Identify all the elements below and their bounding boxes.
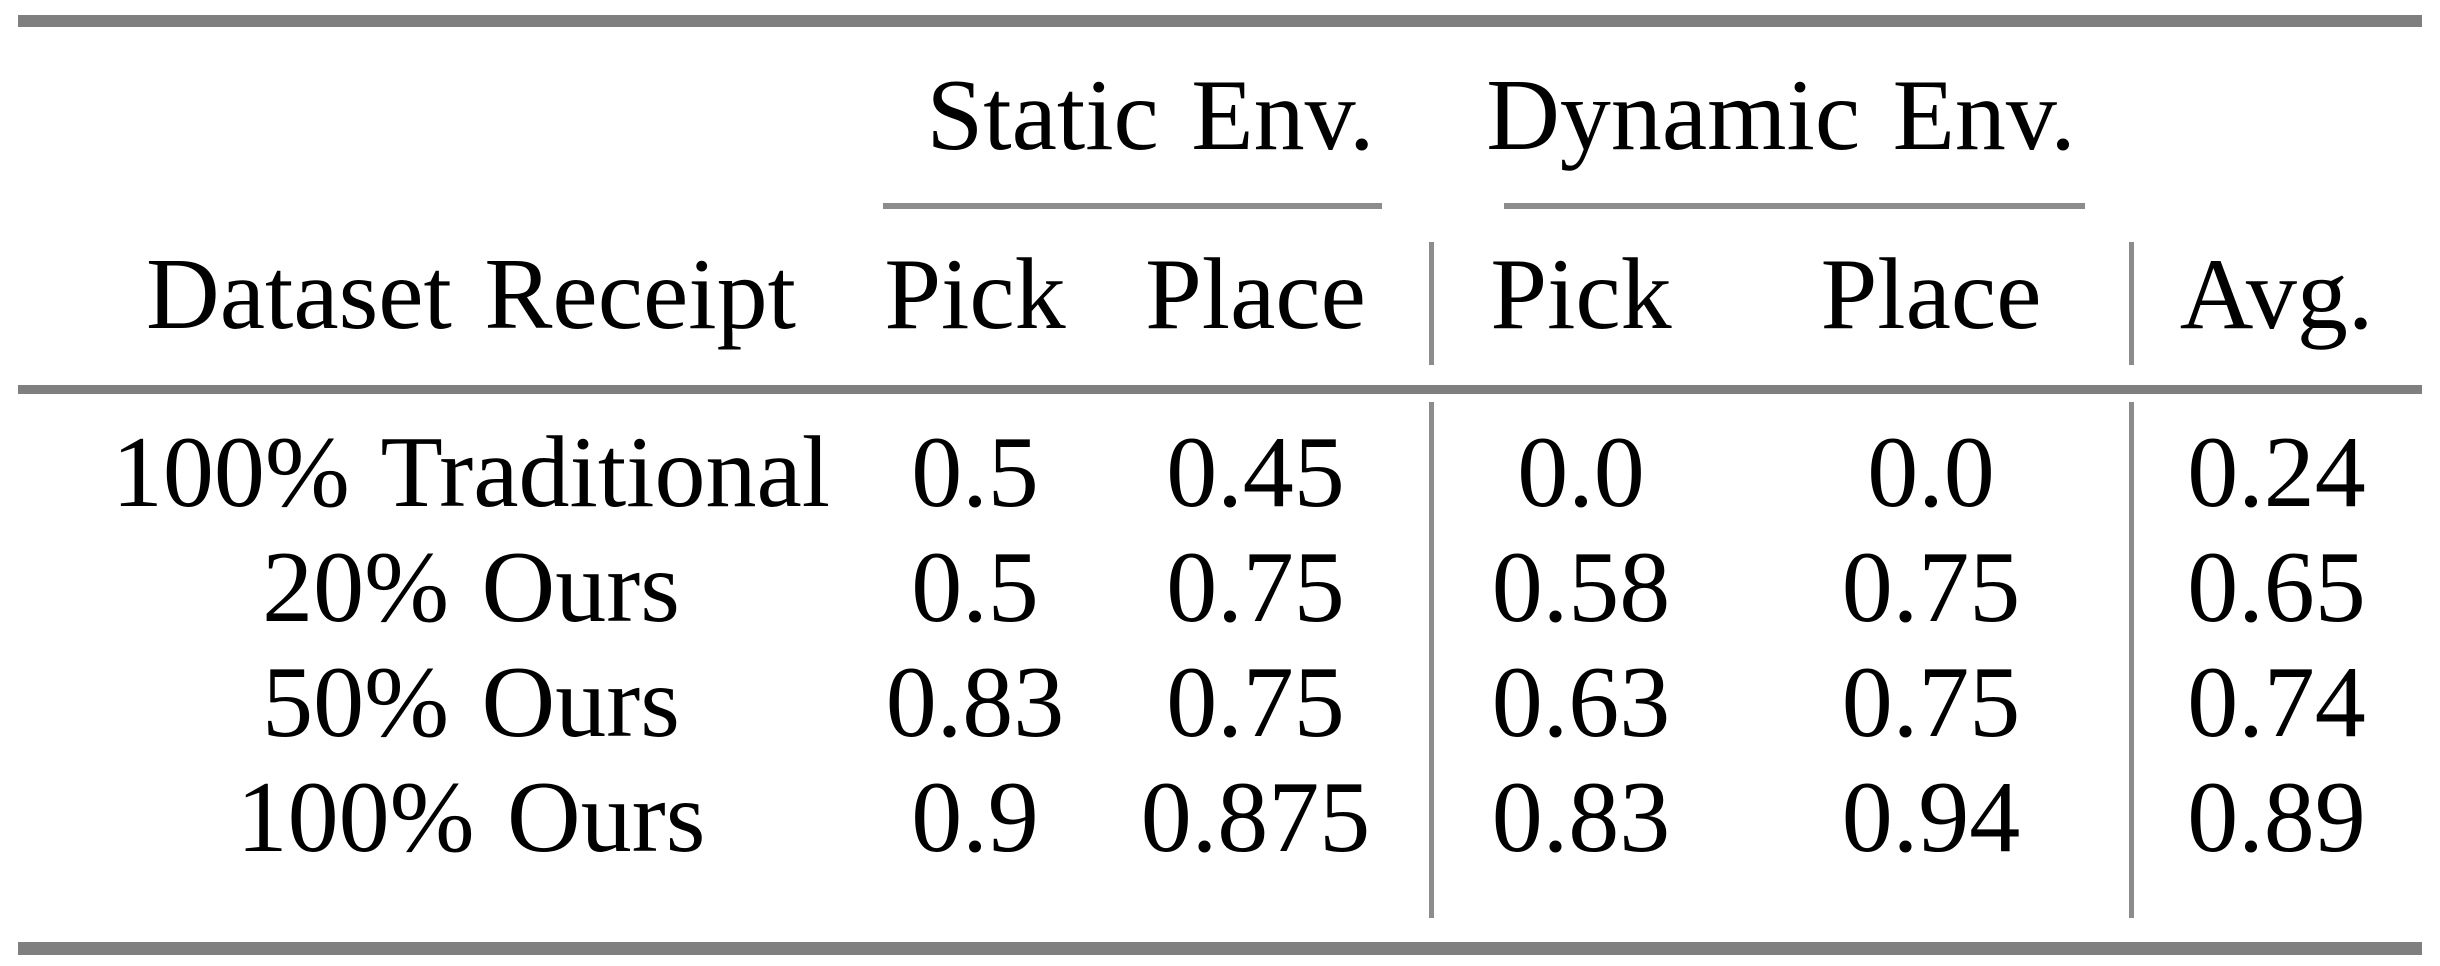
cell-dynamic-pick: 0.0: [1517, 415, 1645, 529]
vertical-rule-static-dynamic-header: [1429, 242, 1434, 365]
cell-static-place: 0.45: [1166, 415, 1345, 529]
row-label: 50% Ours: [262, 645, 680, 759]
cell-static-pick: 0.9: [911, 760, 1039, 874]
col-header-dynamic-pick: Pick: [1490, 238, 1672, 351]
col-header-static-place: Place: [1145, 238, 1366, 351]
table-row: 100% Traditional 0.5 0.45 0.0 0.0 0.24: [18, 415, 2422, 530]
vertical-rule-static-dynamic-body: [1429, 402, 1434, 918]
col-header-avg: Avg.: [2179, 238, 2374, 351]
cell-static-place: 0.75: [1166, 645, 1345, 759]
table-row: 100% Ours 0.9 0.875 0.83 0.94 0.89: [18, 760, 2422, 875]
table-row: 50% Ours 0.83 0.75 0.63 0.75 0.74: [18, 645, 2422, 760]
cell-static-pick: 0.5: [911, 415, 1039, 529]
cell-avg: 0.89: [2187, 760, 2366, 874]
cell-static-pick: 0.5: [911, 530, 1039, 644]
cell-static-place: 0.75: [1166, 530, 1345, 644]
row-label: 100% Ours: [236, 760, 706, 874]
cell-avg: 0.65: [2187, 530, 2366, 644]
dynamic-env-cmidrule: [1504, 203, 2085, 209]
static-env-cmidrule: [883, 203, 1382, 209]
cell-dynamic-place: 0.75: [1841, 530, 2021, 644]
cell-static-place: 0.875: [1140, 760, 1371, 874]
col-header-dataset-receipt: Dataset Receipt: [146, 238, 796, 351]
cell-avg: 0.24: [2187, 415, 2366, 529]
row-label: 20% Ours: [262, 530, 680, 644]
top-rule: [18, 15, 2422, 27]
cell-dynamic-pick: 0.63: [1491, 645, 1671, 759]
spacer-row: [18, 385, 2422, 415]
cell-dynamic-pick: 0.83: [1491, 760, 1671, 874]
cell-dynamic-place: 0.0: [1867, 415, 1995, 529]
bottom-rule: [18, 942, 2422, 955]
col-header-static-pick: Pick: [884, 238, 1066, 351]
column-header-row: Dataset Receipt Pick Place Pick Place Av…: [18, 205, 2422, 385]
cell-avg: 0.74: [2187, 645, 2366, 759]
vertical-rule-avg-header: [2129, 242, 2134, 365]
results-table: Static Env. Dynamic Env. Dataset Receipt…: [18, 26, 2422, 875]
group-header-static-env: Static Env.: [926, 58, 1375, 172]
group-header-spacer: [18, 26, 870, 205]
table-row: 20% Ours 0.5 0.75 0.58 0.75 0.65: [18, 530, 2422, 645]
cell-dynamic-pick: 0.58: [1491, 530, 1671, 644]
group-header-spacer: [2131, 26, 2422, 205]
cell-dynamic-place: 0.94: [1841, 760, 2021, 874]
col-header-dynamic-place: Place: [1820, 238, 2042, 351]
header-separator-rule: [18, 385, 2422, 394]
row-label: 100% Traditional: [111, 415, 831, 529]
group-header-dynamic-env: Dynamic Env.: [1486, 58, 2076, 172]
group-header-row: Static Env. Dynamic Env.: [18, 26, 2422, 205]
cell-static-pick: 0.83: [885, 645, 1065, 759]
vertical-rule-avg-body: [2129, 402, 2134, 918]
cell-dynamic-place: 0.75: [1841, 645, 2021, 759]
